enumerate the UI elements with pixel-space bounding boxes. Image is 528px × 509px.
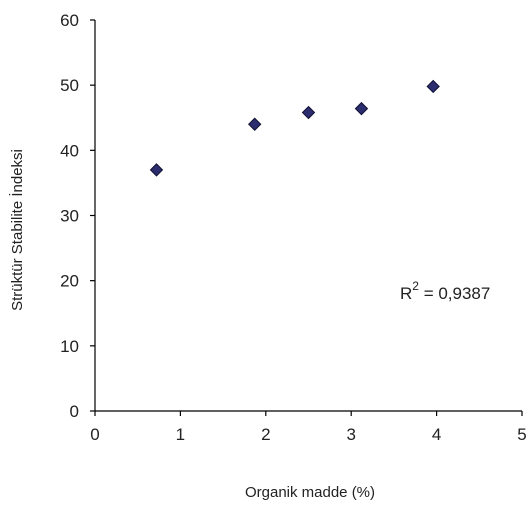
x-tick-label: 5 bbox=[517, 425, 526, 444]
r-squared-base: R bbox=[400, 284, 412, 303]
x-tick-label: 2 bbox=[261, 425, 270, 444]
y-axis-title: Strüktür Stabilite İndeksi bbox=[8, 149, 26, 311]
data-point-marker bbox=[354, 101, 369, 116]
y-tick-label: 40 bbox=[60, 141, 79, 160]
data-points bbox=[149, 79, 440, 177]
y-tick-label: 0 bbox=[70, 402, 79, 421]
y-tick-label: 10 bbox=[60, 337, 79, 356]
x-axis-ticks: 0 1 2 3 4 5 bbox=[90, 411, 527, 444]
data-point-marker bbox=[426, 79, 440, 94]
data-point-marker bbox=[301, 105, 316, 120]
y-tick-label: 60 bbox=[60, 11, 79, 30]
x-axis-title: Organik madde (%) bbox=[245, 484, 375, 501]
data-point-marker bbox=[149, 163, 164, 177]
y-tick-label: 30 bbox=[60, 207, 79, 226]
r-squared-annotation: R2 = 0,9387 bbox=[400, 279, 490, 303]
x-tick-label: 4 bbox=[432, 425, 441, 444]
x-tick-label: 0 bbox=[90, 425, 99, 444]
y-tick-label: 20 bbox=[60, 272, 79, 291]
r-squared-value: = 0,9387 bbox=[419, 284, 490, 303]
y-axis-ticks: 0 10 20 30 40 50 60 bbox=[60, 11, 95, 421]
x-tick-label: 1 bbox=[176, 425, 185, 444]
r-squared-superscript: 2 bbox=[412, 279, 419, 293]
y-tick-label: 50 bbox=[60, 76, 79, 95]
x-tick-label: 3 bbox=[346, 425, 355, 444]
data-point-marker bbox=[247, 117, 262, 131]
